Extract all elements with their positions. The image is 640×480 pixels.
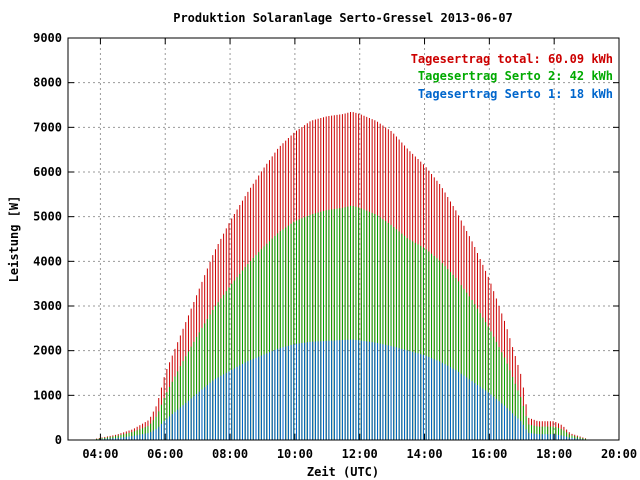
series-serto-1: [96, 339, 587, 440]
x-tick-label: 08:00: [212, 447, 248, 461]
plot-frame: [67, 37, 620, 441]
x-axis-label: Zeit (UTC): [307, 465, 379, 479]
y-tick-label: 6000: [33, 165, 62, 179]
x-tick-label: 04:00: [82, 447, 118, 461]
x-tick-label: 12:00: [342, 447, 378, 461]
y-axis-ticks: 0 1000 2000 3000 4000 5000 6000 7000 8000 9000: [33, 31, 619, 447]
series-serto-2: [96, 205, 587, 440]
x-tick-label: 18:00: [536, 447, 572, 461]
chart-title: Produktion Solaranlage Serto-Gressel 201…: [173, 11, 513, 25]
y-tick-label: 0: [55, 433, 62, 447]
x-tick-label: 06:00: [147, 447, 183, 461]
legend-entry-serto-1: Tagesertrag Serto 1: 18 kWh: [418, 87, 613, 101]
y-tick-label: 2000: [33, 344, 62, 358]
x-tick-label: 16:00: [471, 447, 507, 461]
x-tick-label: 14:00: [406, 447, 442, 461]
x-tick-label: 10:00: [277, 447, 313, 461]
y-axis-label: Leistung [W]: [7, 196, 21, 283]
y-tick-label: 1000: [33, 388, 62, 402]
legend-entry-serto-2: Tagesertrag Serto 2: 42 kWh: [418, 69, 613, 83]
x-tick-label: 20:00: [601, 447, 637, 461]
y-tick-label: 8000: [33, 76, 62, 90]
x-axis-ticks: 04:00 06:00 08:00 10:00 12:00 14:00 16:00 18:00…: [82, 38, 637, 461]
bar-series: [96, 112, 587, 440]
y-tick-label: 7000: [33, 120, 62, 134]
y-tick-label: 5000: [33, 210, 62, 224]
y-tick-label: 9000: [33, 31, 62, 45]
legend: Tagesertrag total: 60.09 kWh Tagesertrag…: [411, 52, 613, 101]
grid-lines: [68, 38, 619, 440]
y-tick-label: 4000: [33, 254, 62, 268]
y-tick-label: 3000: [33, 299, 62, 313]
legend-entry-total: Tagesertrag total: 60.09 kWh: [411, 52, 613, 66]
